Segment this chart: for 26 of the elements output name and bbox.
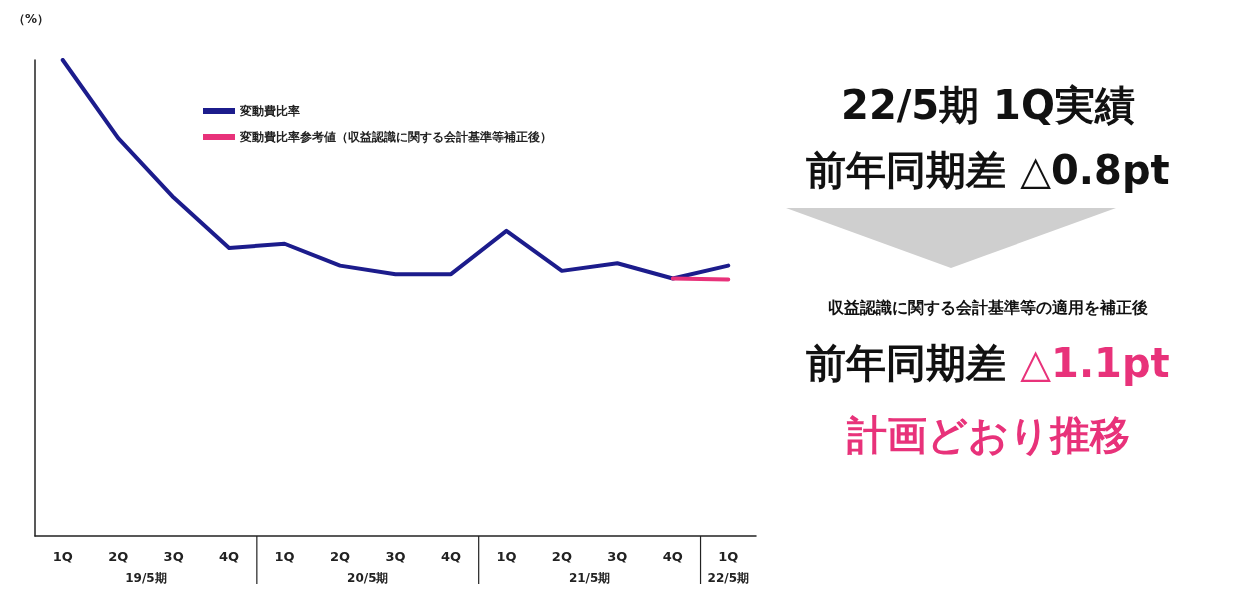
x-tick-label: 3Q: [607, 549, 628, 564]
text: 22/5期: [707, 571, 749, 585]
x-tick-label: 1Q: [718, 549, 739, 564]
text: 19/5期: [125, 571, 167, 585]
x-tick-label: 2Q: [551, 549, 572, 564]
text: 前年同期差: [806, 340, 1007, 386]
x-tick-label: 4Q: [440, 549, 462, 564]
legend-label: 変動費比率参考値（収益認識に関する会計基準等補正後）: [239, 130, 552, 144]
x-tick-label: 4Q: [662, 549, 683, 564]
x-tick-label: 4Q: [219, 549, 240, 564]
text: 計画どおり推移: [845, 411, 1131, 460]
x-tick-label: 1Q: [496, 549, 517, 564]
text: 22/5期 1Q実績: [840, 81, 1136, 130]
text: 収益認識に関する会計基準等の適用を補正後: [827, 298, 1149, 319]
x-tick-label: 1Q: [52, 549, 73, 564]
y-axis-title: （%）: [13, 12, 50, 26]
legend-label: 変動費比率: [239, 104, 300, 118]
x-tick-label: 2Q: [108, 549, 129, 564]
x-tick-label: 3Q: [385, 549, 406, 564]
x-tick-label: 3Q: [163, 549, 184, 564]
text: 21/5期: [568, 571, 611, 585]
text: △1.1pt: [1020, 340, 1170, 386]
text: 前年同期差 △0.8pt: [805, 146, 1171, 195]
text: 20/5期: [347, 571, 389, 585]
x-tick-label: 2Q: [329, 549, 351, 564]
x-tick-label: 1Q: [274, 549, 295, 564]
